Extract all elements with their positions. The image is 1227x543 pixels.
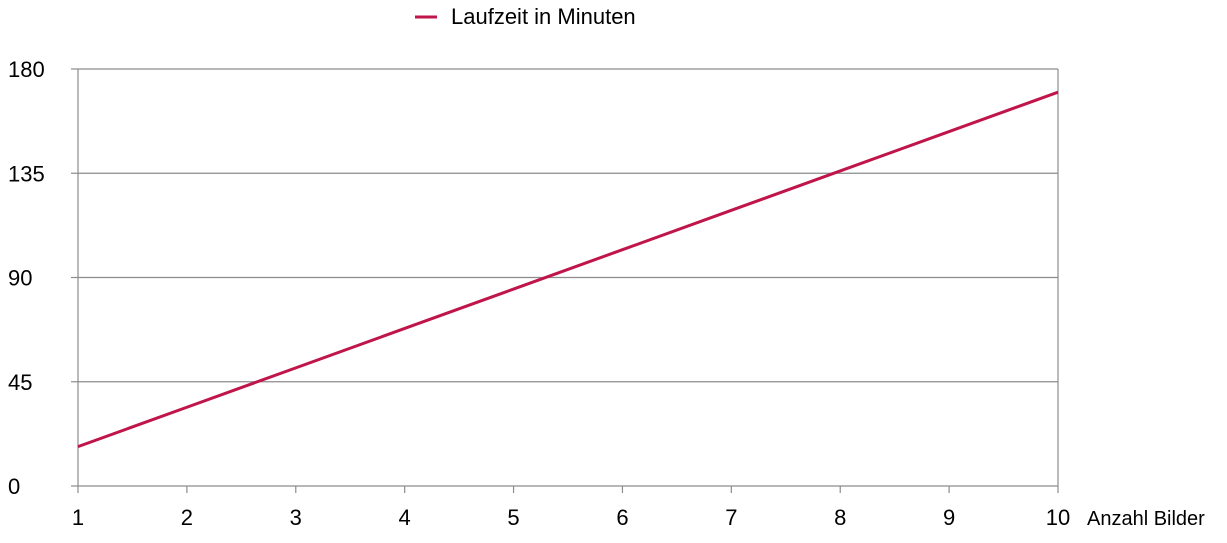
axis-layer bbox=[71, 68, 1059, 493]
x-tick-label: 5 bbox=[507, 505, 519, 530]
legend: Laufzeit in Minuten bbox=[415, 4, 636, 29]
series-line bbox=[77, 90, 1059, 449]
series-layer bbox=[77, 90, 1059, 449]
x-tick-label: 10 bbox=[1046, 505, 1070, 530]
grid-layer bbox=[78, 68, 1058, 383]
y-tick-label: 45 bbox=[8, 370, 32, 395]
y-tick-label: 135 bbox=[8, 161, 45, 186]
x-tick-label: 4 bbox=[399, 505, 411, 530]
x-tick-label: 1 bbox=[72, 505, 84, 530]
x-axis-title: Anzahl Bilder bbox=[1087, 508, 1205, 530]
x-tick-label: 3 bbox=[290, 505, 302, 530]
y-tick-label: 90 bbox=[8, 266, 32, 291]
x-tick-label: 7 bbox=[725, 505, 737, 530]
y-tick-label: 0 bbox=[8, 474, 20, 499]
y-tick-label: 180 bbox=[8, 57, 45, 82]
x-tick-label: 2 bbox=[181, 505, 193, 530]
x-tick-label: 9 bbox=[943, 505, 955, 530]
x-tick-label: 6 bbox=[616, 505, 628, 530]
x-tick-label: 8 bbox=[834, 505, 846, 530]
legend-label: Laufzeit in Minuten bbox=[451, 4, 636, 29]
